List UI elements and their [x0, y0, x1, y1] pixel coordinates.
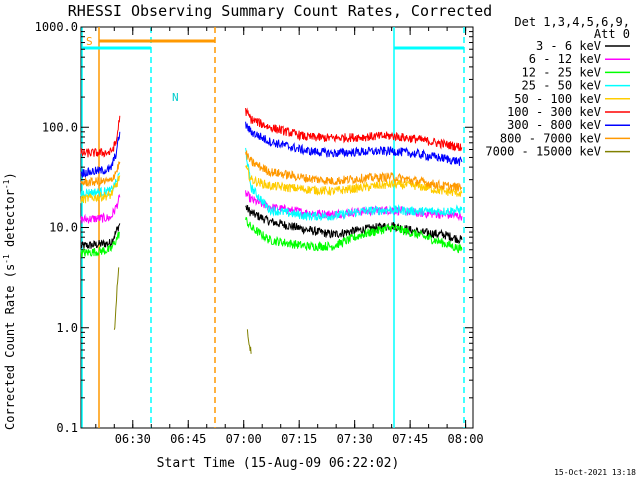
- series-line-3-post: [245, 147, 463, 222]
- legend-entry-label: 100 - 300 keV: [507, 105, 601, 119]
- series-line-2-pre: [80, 231, 120, 258]
- saa-label: S: [86, 35, 93, 48]
- series-line-8-post: [246, 329, 252, 354]
- footer-timestamp: 15-Oct-2021 13:18: [554, 468, 636, 477]
- y-axis-label: Corrected Count Rate (s-1 detector-1): [2, 172, 17, 430]
- x-tick-label: 07:30: [337, 432, 373, 446]
- x-axis: 06:30 06:45 07:00 07:15 07:30 07:45 08:00: [95, 27, 484, 446]
- y-tick-label: 0.1: [56, 421, 78, 435]
- y-label-mid: detector: [3, 189, 17, 254]
- legend-entry-label: 6 - 12 keV: [529, 52, 601, 66]
- y-tick-label: 10.0: [49, 221, 78, 235]
- series-line-1-post: [245, 190, 463, 222]
- y-label-main: Corrected Count Rate (s: [3, 264, 17, 430]
- x-tick-label: 06:45: [170, 432, 206, 446]
- legend-entry-label: 50 - 100 keV: [514, 92, 601, 106]
- series-line-4-post: [245, 165, 463, 197]
- legend-entry-label: 25 - 50 keV: [522, 79, 601, 93]
- series-line-2-post: [245, 216, 463, 254]
- legend-entry-label: 7000 - 15000 keV: [485, 145, 601, 159]
- series-line-7-post: [245, 150, 463, 192]
- y-tick-label: 1.0: [56, 321, 78, 335]
- y-axis: 0.1 1.0 10.0 100.0 1000.0: [35, 20, 473, 435]
- series-line-1-pre: [80, 194, 121, 224]
- y-label-sup1: -1: [2, 254, 11, 264]
- y-label-sup2: -1: [2, 179, 11, 189]
- legend-entry-label: 800 - 7000 keV: [500, 131, 601, 145]
- y-tick-label: 100.0: [42, 120, 78, 134]
- x-tick-label: 07:00: [226, 432, 262, 446]
- x-tick-label: 07:15: [281, 432, 317, 446]
- x-axis-label: Start Time (15-Aug-09 06:22:02): [157, 456, 400, 471]
- series-line-5-post: [245, 107, 463, 152]
- series-line-4-pre: [80, 175, 121, 204]
- series-layer: [80, 107, 463, 354]
- series-line-6-post: [245, 121, 463, 166]
- x-tick-label: 08:00: [448, 432, 484, 446]
- series-line-7-pre: [80, 161, 121, 188]
- legend-entry-label: 300 - 800 keV: [507, 118, 601, 132]
- series-line-8-pre: [113, 267, 120, 330]
- plot-frame: [80, 26, 474, 429]
- legend-entry-label: 12 - 25 keV: [522, 65, 601, 79]
- night-label: N: [172, 91, 179, 104]
- series-line-5-pre: [80, 115, 121, 158]
- legend-header-1: Det 1,3,4,5,6,9,: [514, 15, 630, 29]
- legend-entry-label: 3 - 6 keV: [536, 39, 601, 53]
- y-tick-label: 1000.0: [35, 20, 78, 34]
- series-line-0-post: [245, 204, 463, 244]
- series-line-6-pre: [80, 131, 121, 179]
- chart-title: RHESSI Observing Summary Count Rates, Co…: [68, 2, 492, 20]
- y-label-end: ): [3, 172, 17, 179]
- legend-header-2: Att 0: [594, 27, 630, 41]
- x-tick-label: 07:45: [392, 432, 428, 446]
- series-line-0-pre: [80, 223, 121, 249]
- x-tick-label: 06:30: [115, 432, 151, 446]
